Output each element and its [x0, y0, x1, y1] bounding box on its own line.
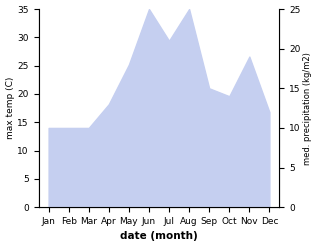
- Y-axis label: med. precipitation (kg/m2): med. precipitation (kg/m2): [303, 52, 313, 165]
- Y-axis label: max temp (C): max temp (C): [5, 77, 15, 139]
- X-axis label: date (month): date (month): [120, 231, 198, 242]
